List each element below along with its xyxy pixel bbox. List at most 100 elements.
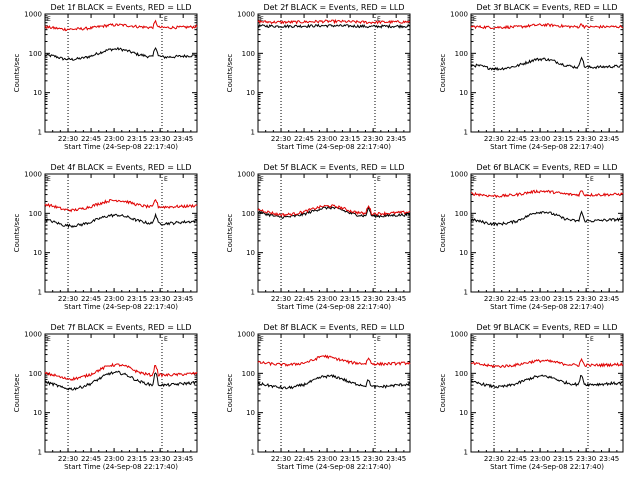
x-axis-label: Start Time (24-Sep-08 22:17:40) (64, 463, 178, 471)
y-tick-label: 1 (251, 289, 255, 297)
x-tick-label: 23:15 (127, 135, 147, 143)
x-tick-label: 22:45 (81, 455, 101, 463)
y-tick-label: 100 (242, 50, 255, 58)
y-tick-label: 10 (33, 409, 42, 417)
corner-mark-left: E (473, 176, 477, 183)
panel-title: Det 4f BLACK = Events, RED = LLD (50, 163, 191, 172)
x-axis-label: Start Time (24-Sep-08 22:17:40) (277, 143, 391, 151)
corner-mark-left: E (47, 336, 51, 343)
y-tick-label: 100 (242, 210, 255, 218)
y-tick-label: 10 (246, 409, 255, 417)
x-tick-label: 23:00 (104, 455, 124, 463)
panel-5: Det 5f BLACK = Events, RED = LLD 1 10 100 10… (226, 163, 411, 311)
y-tick-label: 1 (38, 289, 42, 297)
series-line-events (470, 210, 624, 227)
corner-mark-left: E (47, 16, 51, 23)
x-tick-label: 23:00 (317, 295, 337, 303)
corner-mark-right: E (164, 16, 168, 23)
x-tick-label: 23:00 (530, 455, 550, 463)
x-tick-label: 22:45 (294, 295, 314, 303)
series-line-lld (44, 198, 198, 213)
x-tick-label: 22:30 (271, 295, 291, 303)
corner-mark-left: E (260, 336, 264, 343)
plot-frame (44, 173, 198, 293)
panel-4: Det 4f BLACK = Events, RED = LLD 1 10 100 10… (13, 163, 198, 311)
x-tick-label: 23:30 (576, 135, 596, 143)
y-tick-label: 1 (38, 129, 42, 137)
x-tick-label: 23:15 (340, 455, 360, 463)
x-tick-label: 22:45 (507, 295, 527, 303)
y-axis-label: Counts/sec (226, 54, 234, 93)
y-tick-label: 100 (455, 210, 468, 218)
x-axis-label: Start Time (24-Sep-08 22:17:40) (277, 303, 391, 311)
panel-title: Det 7f BLACK = Events, RED = LLD (50, 323, 191, 332)
corner-mark-right: E (590, 16, 594, 23)
corner-mark-right: E (377, 336, 381, 343)
x-axis-label: Start Time (24-Sep-08 22:17:40) (490, 143, 604, 151)
plot-frame (44, 333, 198, 453)
series-line-events (257, 374, 411, 390)
x-tick-label: 23:45 (599, 295, 619, 303)
x-tick-label: 23:45 (386, 295, 406, 303)
x-tick-label: 22:30 (271, 455, 291, 463)
y-tick-label: 1000 (450, 171, 468, 179)
y-tick-label: 1 (464, 289, 468, 297)
x-tick-label: 23:45 (386, 135, 406, 143)
y-tick-label: 1 (251, 129, 255, 137)
x-tick-label: 22:45 (507, 455, 527, 463)
series-line-events (44, 46, 198, 61)
y-tick-label: 10 (459, 409, 468, 417)
y-tick-label: 1000 (450, 331, 468, 339)
x-tick-label: 22:30 (484, 455, 504, 463)
corner-mark-left: E (473, 336, 477, 343)
x-axis-label: Start Time (24-Sep-08 22:17:40) (277, 463, 391, 471)
y-tick-label: 1000 (24, 171, 42, 179)
y-tick-label: 10 (246, 89, 255, 97)
corner-mark-right: E (377, 16, 381, 23)
x-tick-label: 23:30 (576, 455, 596, 463)
plot-frame (257, 13, 411, 133)
y-tick-label: 1000 (450, 11, 468, 19)
x-tick-label: 23:15 (553, 455, 573, 463)
x-tick-label: 22:30 (58, 295, 78, 303)
plot-frame (470, 13, 624, 133)
y-tick-label: 1 (464, 129, 468, 137)
panel-1: Det 1f BLACK = Events, RED = LLD 1 10 100 10… (13, 3, 198, 151)
y-tick-label: 10 (33, 89, 42, 97)
x-tick-label: 23:15 (127, 455, 147, 463)
y-tick-label: 1000 (237, 11, 255, 19)
x-tick-label: 23:45 (599, 455, 619, 463)
y-tick-label: 1 (251, 449, 255, 457)
plot-frame (470, 173, 624, 293)
y-tick-label: 100 (29, 50, 42, 58)
x-tick-label: 23:45 (173, 135, 193, 143)
series-line-lld (44, 19, 198, 32)
corner-mark-left: E (260, 16, 264, 23)
plot-frame (44, 13, 198, 133)
x-tick-label: 23:30 (363, 135, 383, 143)
x-tick-label: 23:30 (363, 455, 383, 463)
x-tick-label: 22:45 (294, 455, 314, 463)
corner-mark-right: E (164, 336, 168, 343)
x-axis-label: Start Time (24-Sep-08 22:17:40) (64, 143, 178, 151)
x-tick-label: 23:00 (104, 135, 124, 143)
x-tick-label: 23:00 (104, 295, 124, 303)
corner-mark-right: E (590, 176, 594, 183)
x-tick-label: 23:30 (150, 295, 170, 303)
y-tick-label: 100 (242, 370, 255, 378)
y-tick-label: 100 (455, 370, 468, 378)
x-tick-label: 22:30 (58, 455, 78, 463)
x-tick-label: 23:45 (173, 295, 193, 303)
series-line-lld (44, 362, 198, 382)
x-tick-label: 23:45 (386, 455, 406, 463)
y-tick-label: 1000 (237, 331, 255, 339)
corner-mark-right: E (164, 176, 168, 183)
panel-title: Det 5f BLACK = Events, RED = LLD (263, 163, 404, 172)
y-tick-label: 1000 (24, 331, 42, 339)
x-tick-label: 23:00 (530, 135, 550, 143)
series-line-lld (470, 357, 624, 369)
x-tick-label: 22:30 (484, 295, 504, 303)
x-tick-label: 23:15 (340, 135, 360, 143)
panel-2: Det 2f BLACK = Events, RED = LLD 1 10 100 10… (226, 3, 411, 151)
y-tick-label: 100 (455, 50, 468, 58)
